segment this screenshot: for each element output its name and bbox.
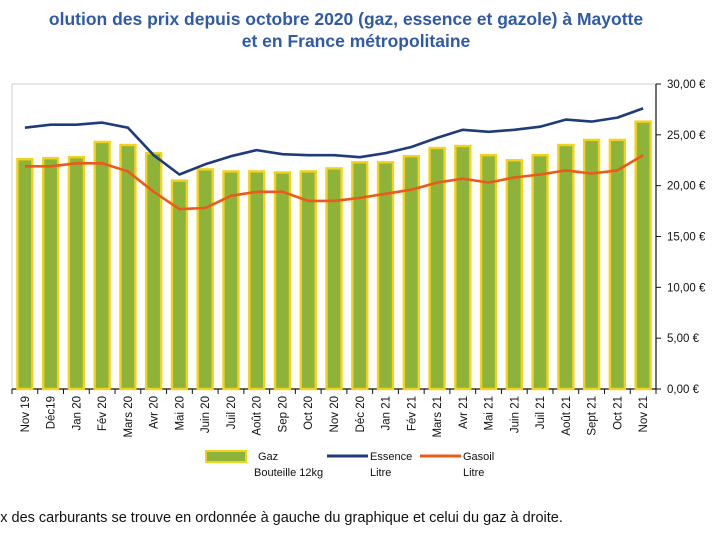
x-tick-label-19: Juin 21 [509,396,521,433]
bar-gaz-10 [273,171,292,391]
legend-label-essence: Essence [370,451,412,463]
x-tick-label-23: Oct 21 [612,396,624,430]
x-tick-label-21: Août 21 [561,396,573,436]
x-tick-label-9: Août 20 [252,396,264,436]
x-tick-label-0: Nov 19 [20,396,32,432]
x-tick-label-4: Mars 20 [123,396,135,438]
x-tick-label-24: Nov 21 [638,396,650,432]
legend-label-gaz-unit: Bouteille 12kg [254,467,323,479]
x-tick-label-1: Déc19 [46,396,58,429]
x-tick-label-15: Fév 21 [406,396,418,431]
y-tick-label-6: 0,00 € [667,384,700,396]
x-tick-label-3: Fév 20 [97,396,109,431]
y-tick-label-5: 5,00 € [667,333,700,345]
chart-title-line-2: et en France métropolitaine [241,31,471,51]
legend-label-essence-unit: Litre [370,467,391,479]
bar-gaz-6 [170,179,189,391]
bar-gaz-3 [93,140,111,391]
x-tick-label-5: Avr 20 [149,396,161,429]
footnote: ix des carburants se trouve en ordonnée … [0,510,563,526]
bar-gaz-8 [222,170,240,391]
x-tick-label-18: Mai 21 [484,396,496,431]
bar-gaz-11 [299,170,317,391]
x-tick-label-13: Déc 20 [355,396,367,432]
x-tick-label-14: Jan 21 [381,396,393,431]
bar-gaz-15 [402,154,420,391]
bar-gaz-24 [634,120,652,391]
x-tick-label-7: Juin 20 [200,396,212,433]
bar-gaz-18 [479,153,498,391]
x-tick-label-10: Sep 20 [277,396,289,432]
x-tick-label-6: Mai 20 [174,396,186,431]
x-tick-label-22: Sept 21 [587,396,599,436]
legend-label-gasoil-unit: Litre [463,467,484,479]
bar-gaz-21 [557,143,575,391]
bar-gaz-4 [119,143,137,391]
x-tick-label-20: Juil 21 [535,396,547,429]
x-tick-label-2: Jan 20 [71,396,83,431]
y-tick-label-2: 20,00 € [667,181,706,193]
bar-gaz-2 [67,155,86,391]
bar-gaz-20 [531,153,549,391]
bar-gaz-12 [325,167,343,391]
series-line-essence [24,107,644,176]
x-tick-label-11: Oct 20 [303,396,315,430]
legend-swatch-gaz [205,450,247,463]
bar-gaz-7 [196,168,214,391]
legend-label-gasoil: Gasoil [463,451,494,463]
bar-gaz-17 [454,144,472,391]
chart-title-line-1: olution des prix depuis octobre 2020 (ga… [48,9,644,29]
y-tick-label-1: 25,00 € [667,130,706,142]
y-tick-label-0: 30,00 € [667,79,706,91]
bar-gaz-13 [351,161,369,391]
x-tick-label-17: Avr 21 [458,396,470,429]
bar-gaz-16 [428,146,446,391]
bar-gaz-1 [41,157,60,391]
x-tick-label-16: Mars 21 [432,396,444,438]
bar-gaz-22 [582,138,601,391]
bar-gaz-23 [608,138,627,391]
bar-gaz-9 [248,170,266,391]
bar-gaz-14 [376,161,395,391]
bar-gaz-0 [16,158,34,391]
x-tick-label-12: Nov 20 [329,396,341,432]
y-tick-label-3: 15,00 € [667,232,706,244]
bar-gaz-5 [145,151,163,391]
legend-label-gaz: Gaz [258,451,278,463]
bar-gaz-19 [505,159,523,391]
y-tick-label-4: 10,00 € [667,282,706,294]
series-line-gasoil [24,154,644,211]
x-tick-label-8: Juil 20 [226,396,238,429]
